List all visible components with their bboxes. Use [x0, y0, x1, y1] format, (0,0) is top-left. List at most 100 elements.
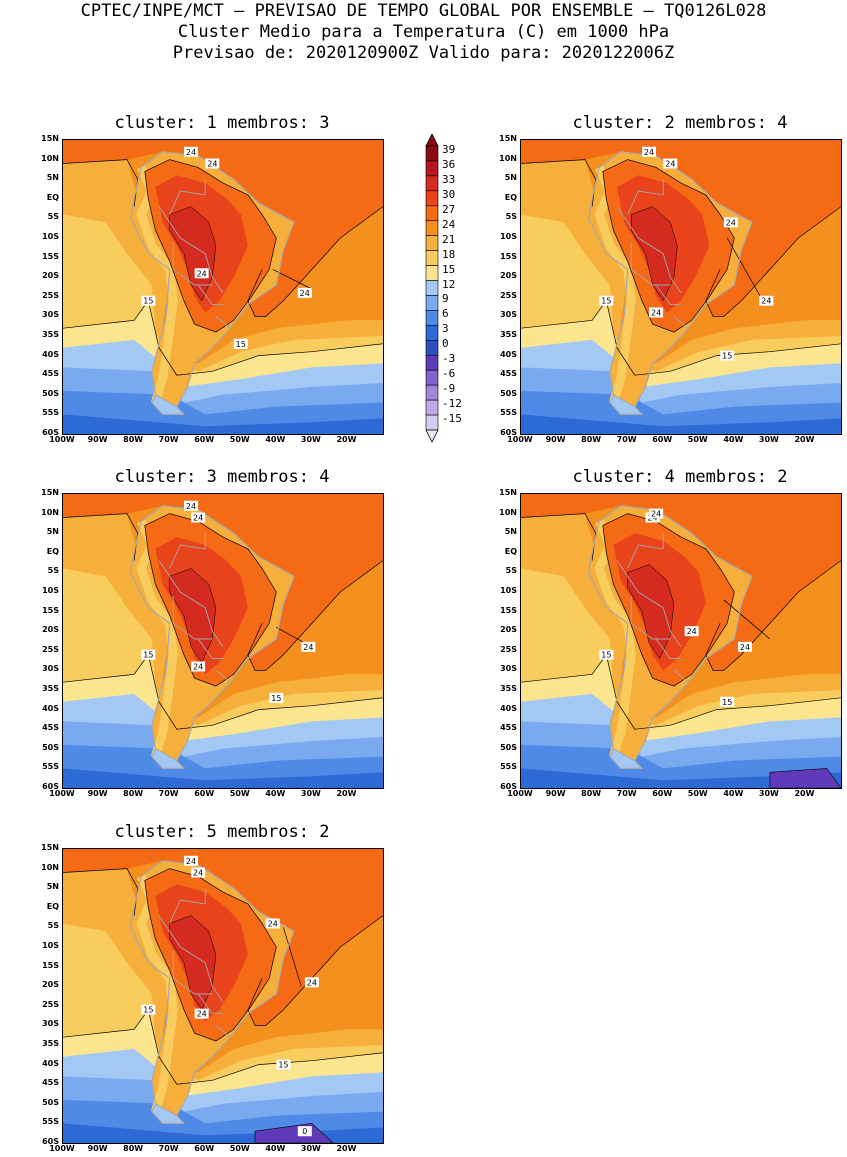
tierra-del-fuego — [151, 1102, 186, 1124]
lat-tick-label: 45S — [42, 369, 59, 379]
coastline — [129, 505, 295, 766]
lon-tick-label: 50W — [229, 1144, 250, 1153]
colorbar-swatch — [425, 265, 439, 281]
contour-label-24-bg — [723, 217, 738, 228]
contour-label-24-bg — [191, 867, 206, 878]
lat-tick-label: 5N — [504, 527, 517, 537]
contour-24-extra — [283, 927, 302, 987]
contour-label-24-bg — [304, 977, 319, 988]
lat-tick-label: 40S — [500, 349, 517, 359]
lat-tick-label: 60S — [42, 782, 59, 791]
land-33 — [169, 915, 217, 1011]
country-border — [215, 316, 231, 329]
lat-tick-label: 45S — [42, 723, 59, 733]
lat-tick-label: 5S — [505, 212, 517, 222]
andes-cool — [136, 165, 178, 404]
colorbar-swatch — [425, 280, 439, 296]
lat-tick-label: 40S — [500, 703, 517, 713]
lat-tick-label: 40S — [42, 1058, 59, 1068]
field-3 — [521, 414, 841, 434]
colorbar-label: 9 — [442, 292, 449, 306]
colorbar-label: 36 — [442, 157, 456, 171]
field-27-atlantic — [63, 494, 383, 671]
lon-tick-label: 60W — [194, 435, 215, 444]
contour-label-15-bg — [233, 338, 248, 349]
lon-tick-label: 70W — [158, 789, 179, 798]
lat-tick-label: EQ — [46, 192, 59, 202]
contour-label-24-bg — [184, 500, 198, 511]
colorbar-swatch — [425, 384, 439, 401]
lat-tick-label: 25S — [500, 290, 517, 300]
lat-tick-label: 35S — [42, 1039, 59, 1048]
lat-tick-label: 15S — [500, 605, 517, 615]
lon-tick-label: 40W — [723, 435, 744, 444]
lon-tick-label: 90W — [87, 1144, 108, 1153]
contour-label-24: 24 — [687, 627, 697, 636]
country-border — [197, 284, 223, 306]
lon-tick-label: 30W — [300, 435, 321, 444]
contour-label-24-bg — [301, 641, 316, 652]
contour-label-24: 24 — [300, 289, 310, 298]
lat-tick-label: 10S — [500, 232, 517, 241]
colorbar-swatch — [425, 235, 439, 251]
colorbar-swatch — [425, 145, 439, 162]
lon-tick-label: 20W — [336, 1144, 357, 1153]
contour-label-15: 15 — [143, 651, 153, 660]
lat-tick-label: 10S — [500, 586, 517, 595]
map-svg: 24 24 24 24 24 15 15 — [521, 140, 841, 434]
lon-tick-label: 90W — [87, 789, 108, 798]
lat-tick-label: 30S — [500, 310, 517, 320]
lat-tick-label: 15N — [41, 843, 59, 852]
lat-tick-label: 50S — [42, 1097, 59, 1107]
colorbar-swatch — [425, 160, 439, 177]
country-border — [215, 670, 231, 683]
lat-tick-label: 10S — [42, 586, 59, 595]
colorbar-top-arrow — [425, 134, 439, 147]
lat-tick-label: 35S — [42, 330, 59, 339]
lon-tick-label: 60W — [652, 435, 673, 444]
contour-label-15-bg — [269, 692, 284, 703]
lat-tick-label: 20S — [42, 625, 59, 635]
colorbar-swatch — [425, 369, 439, 386]
country-border — [158, 206, 224, 294]
lat-tick-label: 30S — [500, 664, 517, 674]
land-33 — [630, 206, 678, 302]
lat-tick-label: 30S — [42, 310, 59, 320]
contour-label-24: 24 — [644, 148, 654, 157]
country-border — [616, 206, 682, 294]
subtitle: Cluster Medio para a Temperatura (C) em … — [177, 22, 670, 42]
colorbar-label: -15 — [442, 412, 462, 426]
lon-tick-label: 80W — [123, 789, 144, 798]
country-border — [655, 284, 681, 306]
colorbar-label: 24 — [442, 217, 456, 231]
lat-tick-label: 30S — [42, 1019, 59, 1029]
contour-label-15-bg — [141, 649, 156, 660]
lat-tick-label: 5S — [47, 921, 59, 931]
lat-tick-label: 5N — [504, 173, 517, 183]
lon-tick-label: 90W — [87, 435, 108, 444]
contour-label-24: 24 — [665, 160, 675, 169]
colorbar-swatch — [425, 340, 439, 356]
country-border — [158, 560, 224, 648]
lat-tick-label: 25S — [42, 644, 59, 654]
map-svg: 24 24 24 24 24 15 15 0 — [63, 849, 383, 1143]
lat-tick-label: 55S — [500, 762, 517, 772]
lat-tick-label: 40S — [42, 703, 59, 713]
lon-tick-label: 20W — [336, 435, 357, 444]
contour-label-15: 15 — [601, 297, 611, 306]
map-svg: 24 24 24 24 15 15 — [63, 494, 383, 788]
contour-label-24-bg — [649, 508, 664, 519]
country-border — [616, 560, 682, 648]
lon-tick-label: 100W — [49, 435, 75, 444]
colorbar-swatch — [425, 414, 439, 431]
country-border — [630, 595, 671, 640]
contour-label-24-bg — [194, 1008, 209, 1019]
contour-15 — [63, 299, 383, 376]
lat-tick-label: 45S — [42, 1078, 59, 1088]
lat-tick-label: EQ — [504, 546, 517, 556]
country-border — [172, 595, 213, 640]
lat-tick-label: 50S — [500, 742, 517, 752]
lat-tick-label: 25S — [500, 644, 517, 654]
colorbar-label: 0 — [442, 337, 449, 351]
